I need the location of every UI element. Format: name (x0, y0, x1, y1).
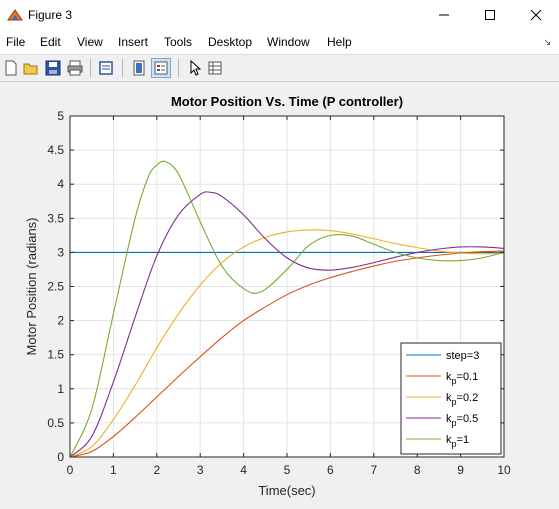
legend-label-subscript: p (452, 439, 457, 449)
legend-label-main: k (446, 392, 452, 404)
legend-label-2: kp=0.2 (446, 392, 478, 407)
close-button[interactable] (513, 0, 559, 30)
menu-file[interactable]: File (6, 35, 26, 49)
x-tick-label: 8 (414, 463, 421, 477)
legend-label-main: k (446, 434, 452, 446)
y-tick-label: 0.5 (47, 416, 64, 430)
property-inspector-icon[interactable] (206, 59, 224, 77)
maximize-button[interactable] (467, 0, 513, 30)
legend-label-tail: =0.2 (457, 392, 479, 404)
toolbar-separator (90, 59, 91, 77)
x-tick-label: 3 (197, 463, 204, 477)
y-tick-label: 2 (57, 314, 64, 328)
y-tick-label: 1.5 (47, 348, 64, 362)
x-tick-label: 7 (370, 463, 377, 477)
x-tick-label: 10 (497, 463, 511, 477)
figure-canvas: 0 1 2 3 4 5 6 7 8 9 10 0 0.5 1 1.5 2 2.5 3 3.5 4 4.5 5 Motor … (0, 82, 559, 504)
chart-title: Motor Position Vs. Time (P controller) (171, 94, 403, 109)
y-tick-label: 2.5 (47, 280, 64, 294)
x-tick-label: 1 (110, 463, 117, 477)
x-tick-label: 5 (284, 463, 291, 477)
x-tick-label: 9 (457, 463, 464, 477)
menu-tools[interactable]: Tools (164, 35, 193, 49)
print-preview-icon[interactable] (97, 59, 115, 77)
figure-toolbar (0, 55, 559, 82)
series-line-3 (69, 191, 505, 458)
x-tick-label: 2 (153, 463, 160, 477)
close-icon (530, 9, 542, 21)
menu-desktop[interactable]: Desktop (208, 35, 253, 49)
menu-window[interactable]: Window (267, 35, 310, 49)
menu-bar: File Edit View Insert Tools Desktop Wind… (0, 30, 559, 55)
y-tick-label: 0 (57, 450, 64, 464)
toolbar-separator (178, 59, 179, 77)
legend-label-tail: =0.5 (457, 413, 479, 425)
x-tick-label: 4 (240, 463, 247, 477)
new-figure-icon[interactable] (2, 59, 20, 77)
legend-label-subscript: p (452, 397, 457, 407)
maximize-icon (485, 10, 495, 20)
legend-label-4: kp=1 (446, 434, 469, 449)
edit-plot-arrow-icon[interactable] (186, 59, 204, 77)
minimize-button[interactable] (421, 0, 467, 30)
legend-label-1: kp=0.1 (446, 371, 478, 386)
title-bar: Figure 3 (0, 0, 559, 30)
y-tick-label: 4 (57, 177, 64, 191)
legend-label-tail: =1 (457, 434, 470, 446)
tick-marks (69, 115, 505, 458)
y-tick-label: 3 (57, 245, 64, 259)
matlab-figure-icon (7, 9, 23, 21)
series-lines (69, 160, 505, 458)
minimize-icon (439, 14, 449, 16)
print-icon[interactable] (66, 59, 84, 77)
series-line-4 (69, 160, 505, 458)
legend-label-tail: =0.1 (457, 371, 479, 383)
tick-labels: 0 1 2 3 4 5 6 7 8 9 10 0 0.5 1 1.5 2 2.5 3 3.5 4 4.5 5 (47, 109, 511, 477)
menu-edit[interactable]: Edit (40, 35, 61, 49)
legend-icon[interactable] (151, 58, 171, 78)
plot-canvas[interactable]: 0 1 2 3 4 5 6 7 8 9 10 0 0.5 1 1.5 2 2.5 3 3.5 4 4.5 5 Motor … (0, 82, 559, 504)
x-axis-label: Time(sec) (258, 483, 315, 498)
x-tick-label: 6 (327, 463, 334, 477)
window-title: Figure 3 (28, 8, 73, 22)
x-tick-label: 0 (67, 463, 74, 477)
y-tick-label: 4.5 (47, 143, 64, 157)
y-tick-label: 5 (57, 109, 64, 123)
dock-arrow-icon[interactable]: ↘ (543, 37, 551, 47)
toolbar-separator (122, 59, 123, 77)
y-tick-label: 3.5 (47, 211, 64, 225)
save-icon[interactable] (44, 59, 62, 77)
colorbar-icon[interactable] (130, 59, 148, 77)
y-tick-label: 1 (57, 382, 64, 396)
legend-label-subscript: p (452, 376, 457, 386)
legend-label-3: kp=0.5 (446, 413, 478, 428)
series-line-1 (69, 250, 505, 458)
menu-insert[interactable]: Insert (118, 35, 149, 49)
legend-label-0: step=3 (446, 350, 479, 362)
legend-label-subscript: p (452, 418, 457, 428)
legend[interactable]: step=3kp=0.1kp=0.2kp=0.5kp=1 (400, 342, 502, 455)
legend-label-main: step=3 (446, 350, 479, 362)
open-file-icon[interactable] (22, 59, 40, 77)
legend-label-main: k (446, 371, 452, 383)
menu-help[interactable]: Help (327, 35, 352, 49)
legend-label-main: k (446, 413, 452, 425)
menu-view[interactable]: View (77, 35, 103, 49)
legend-box (400, 342, 502, 455)
y-axis-label: Motor Position (radians) (24, 218, 39, 356)
